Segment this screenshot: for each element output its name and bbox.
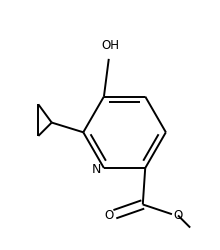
Text: N: N — [92, 163, 101, 176]
Text: O: O — [104, 209, 114, 222]
Text: O: O — [173, 209, 183, 222]
Text: OH: OH — [101, 38, 119, 52]
